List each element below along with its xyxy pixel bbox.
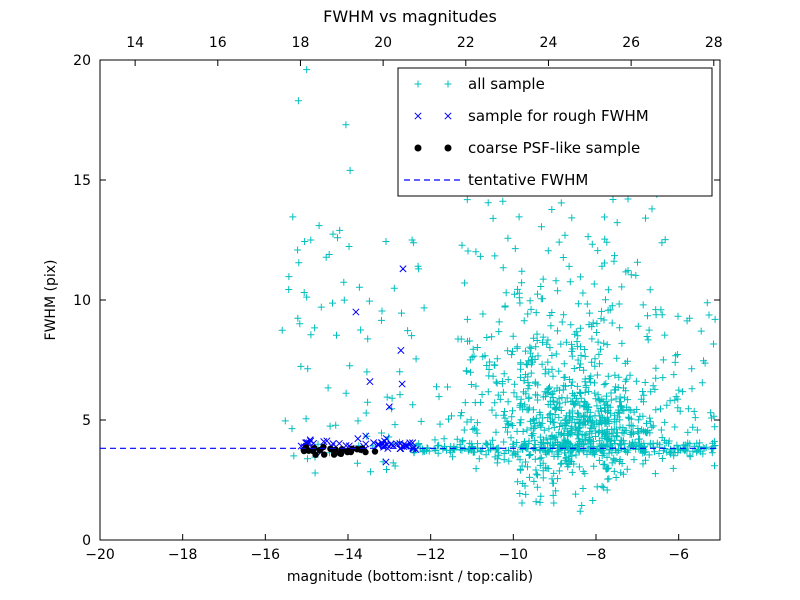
y-tick-label: 0: [82, 533, 91, 549]
x-tick-label: −10: [499, 547, 529, 563]
x-tick-label: −16: [251, 547, 281, 563]
legend-marker-plus: [414, 80, 452, 88]
y-tick-label: 15: [73, 173, 91, 189]
x-axis-ticks-top: 14 16 18 20 22 24 26 28: [126, 35, 723, 66]
x-tick-label: −8: [586, 547, 607, 563]
top-tick-label: 24: [540, 35, 558, 51]
x-tick-label: −14: [333, 547, 363, 563]
legend-label-tentative-fwhm: tentative FWHM: [468, 171, 588, 189]
top-tick-label: 16: [209, 35, 227, 51]
legend: all sample sample for rough FWHM coarse …: [397, 67, 713, 197]
top-tick-label: 20: [374, 35, 392, 51]
y-tick-label: 10: [73, 293, 91, 309]
top-tick-label: 14: [126, 35, 144, 51]
y-tick-label: 5: [82, 413, 91, 429]
top-tick-label: 18: [292, 35, 310, 51]
legend-marker-dot: [444, 144, 452, 152]
y-tick-label: 20: [73, 53, 91, 69]
top-tick-label: 28: [705, 35, 723, 51]
plot-area: −20 −18 −16 −14 −12 −10 −8 −6 14 16 18 20 22 24 26 28 0 5…: [73, 35, 723, 563]
top-tick-label: 22: [457, 35, 475, 51]
y-axis-ticks: 0 5 10 15 20: [73, 53, 720, 549]
legend-box: [397, 67, 713, 197]
x-tick-label: −20: [85, 547, 115, 563]
scatter-rough-fwhm-sample: [297, 265, 420, 466]
x-axis-label: magnitude (bottom:isnt / top:calib): [287, 569, 533, 585]
y-axis-label: FWHM (pix): [43, 260, 59, 341]
legend-marker-x: [414, 112, 452, 120]
x-tick-label: −6: [668, 547, 689, 563]
legend-label-all-sample: all sample: [468, 75, 545, 93]
x-tick-label: −18: [168, 547, 198, 563]
legend-marker-dot: [414, 144, 422, 152]
legend-label-psf-sample: coarse PSF-like sample: [468, 139, 640, 157]
top-tick-label: 26: [622, 35, 640, 51]
chart-title: FWHM vs magnitudes: [323, 7, 497, 26]
x-axis-ticks-bottom: −20 −18 −16 −14 −12 −10 −8 −6: [85, 534, 689, 563]
legend-label-rough-fwhm: sample for rough FWHM: [468, 107, 649, 125]
scatter-psf-like-sample: [300, 443, 379, 458]
x-tick-label: −12: [416, 547, 446, 563]
legend-markers: [404, 80, 462, 181]
